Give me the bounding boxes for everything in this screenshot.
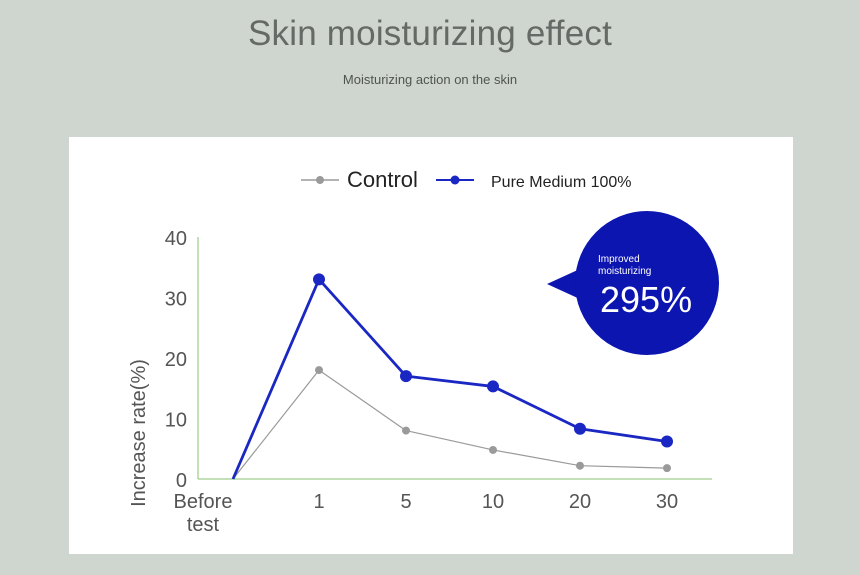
x-tick-label: 5 [400,491,411,513]
y-tick-label: 30 [165,289,187,311]
page-subtitle: Moisturizing action on the skin [342,72,518,87]
legend-pure-medium-marker [450,175,460,185]
callout-pointer [547,268,582,300]
legend: Control Pure Medium 100% [301,167,632,192]
legend-control-marker [316,176,324,184]
data-point-control [489,445,497,454]
data-point-pure-medium [400,370,412,383]
x-tick-labels: Before test 1 5 10 20 30 [174,491,679,536]
data-point-control [402,426,410,435]
data-point-pure-medium [313,273,325,286]
callout-label-line1: Improved [598,254,640,265]
x-tick-label: 30 [656,491,678,513]
y-tick-label: 0 [176,470,187,492]
improvement-callout: Improved moisturizing 295% [547,211,719,355]
series-line-pure-medium [231,277,668,480]
data-point-control [663,464,671,473]
y-tick-labels: 0 10 20 30 40 [165,228,187,492]
data-point-pure-medium [574,422,586,435]
data-point-control [576,461,584,470]
data-point-pure-medium [661,435,673,448]
legend-pure-medium-label: Pure Medium 100% [491,174,632,191]
series-line-control [232,369,668,480]
data-point-pure-medium [487,380,499,393]
callout-value: 295% [600,279,692,320]
x-tick-label: 20 [569,491,591,513]
callout-label-line2: moisturizing [598,266,651,277]
legend-control-label: Control [347,167,418,192]
series-layer [231,273,673,480]
y-tick-label: 20 [165,349,187,371]
y-tick-label: 10 [165,410,187,432]
x-tick-label: 1 [313,491,324,513]
y-tick-label: 40 [165,228,187,250]
x-tick-label: 10 [482,491,504,513]
page-title: Skin moisturizing effect [247,14,613,53]
data-point-control [315,366,323,375]
x-tick-label: Before test [174,491,233,536]
callout-bubble [575,211,719,355]
y-axis-label: Increase rate(%) [128,359,150,507]
